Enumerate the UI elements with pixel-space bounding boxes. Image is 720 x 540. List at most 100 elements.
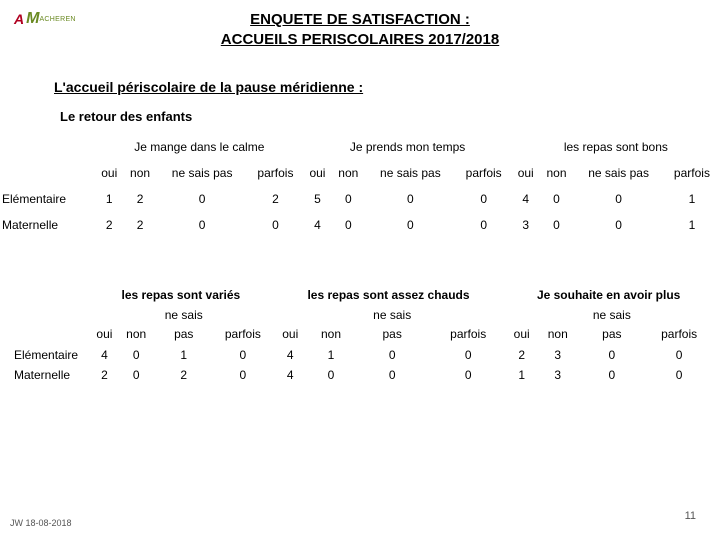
table-1-r0-c0: 1: [95, 186, 123, 212]
table-1-sh-8: oui: [512, 160, 540, 186]
table-1-group-2: les repas sont bons: [512, 134, 720, 160]
table-2-st-5: [309, 306, 353, 326]
table-2-corner: [12, 284, 90, 306]
table-1-row-1: Maternelle 2 2 0 0 4 0 0 0 3 0 0 1: [0, 212, 720, 238]
table-1-r0-c7: 0: [456, 186, 512, 212]
table-2-sb-8: oui: [505, 325, 538, 345]
table-2-group-2: Je souhaite en avoir plus: [505, 284, 712, 306]
logo-text: ACHEREN: [39, 16, 75, 23]
table-1-r1-c3: 0: [247, 212, 303, 238]
table-2-subhead-top: ne sais ne sais ne sais: [12, 306, 712, 326]
table-2-st-7: [431, 306, 505, 326]
table-2-st-1: [119, 306, 154, 326]
table-1-r1-c9: 0: [540, 212, 574, 238]
table-2-sb-1: non: [119, 325, 154, 345]
table-2-r1-c2: 2: [153, 365, 214, 385]
table-1-r1-c5: 0: [331, 212, 365, 238]
footer-date: JW 18-08-2018: [10, 518, 72, 528]
table-2-st-10: ne sais: [577, 306, 646, 326]
table-1-row-1-label: Maternelle: [0, 212, 95, 238]
logo: A M ACHEREN: [14, 8, 84, 30]
table-2-r1-c3: 0: [214, 365, 272, 385]
table-2-r1-c9: 3: [538, 365, 577, 385]
table-2-r1-c10: 0: [577, 365, 646, 385]
table-1-subhead-row: oui non ne sais pas parfois oui non ne s…: [0, 160, 720, 186]
table-1-r1-c11: 1: [664, 212, 720, 238]
table-2-sb-11: parfois: [646, 325, 712, 345]
table-2-r0-c1: 0: [119, 345, 154, 365]
table-1-r1-c8: 3: [512, 212, 540, 238]
title-line-1: ENQUETE DE SATISFACTION :: [250, 11, 470, 28]
table-1-sh-2: ne sais pas: [157, 160, 248, 186]
table-2-group-row: les repas sont variés les repas sont ass…: [12, 284, 712, 306]
table-1-r1-c6: 0: [365, 212, 456, 238]
section-heading: Le retour des enfants: [60, 109, 720, 124]
table-2-st-9: [538, 306, 577, 326]
table-1-r1-c0: 2: [95, 212, 123, 238]
table-2-r0-c11: 0: [646, 345, 712, 365]
table-1-sh-9: non: [540, 160, 574, 186]
table-2-sb-9: non: [538, 325, 577, 345]
table-1-r0-c1: 2: [123, 186, 157, 212]
table-2-row-1-label: Maternelle: [12, 365, 90, 385]
table-1-r1-c2: 0: [157, 212, 248, 238]
table-2-st-4: [272, 306, 309, 326]
table-2-group-1: les repas sont assez chauds: [272, 284, 506, 306]
table-2-subhead-bottom: oui non pas parfois oui non pas parfois …: [12, 325, 712, 345]
table-2-r0-c4: 4: [272, 345, 309, 365]
table-2-st-8: [505, 306, 538, 326]
table-2-r1-c5: 0: [309, 365, 353, 385]
table-1-sh-10: ne sais pas: [573, 160, 664, 186]
table-2-sb-6: pas: [353, 325, 431, 345]
table-1-sh-7: parfois: [456, 160, 512, 186]
table-2-r1-c6: 0: [353, 365, 431, 385]
table-2-st-2: ne sais: [153, 306, 214, 326]
table-2-r0-c0: 4: [90, 345, 119, 365]
table-1-sh-4: oui: [303, 160, 331, 186]
table-2-subbot-corner: [12, 325, 90, 345]
table-1-r0-c5: 0: [331, 186, 365, 212]
page-number: 11: [685, 510, 696, 522]
table-1-group-0: Je mange dans le calme: [95, 134, 303, 160]
table-2-r0-c7: 0: [431, 345, 505, 365]
table-2-sb-7: parfois: [431, 325, 505, 345]
table-2-st-0: [90, 306, 119, 326]
table-2-sb-3: parfois: [214, 325, 272, 345]
table-1-r1-c1: 2: [123, 212, 157, 238]
table-1-r0-c8: 4: [512, 186, 540, 212]
table-2-r1-c11: 0: [646, 365, 712, 385]
table-1-r0-c2: 0: [157, 186, 248, 212]
table-1-r0-c6: 0: [365, 186, 456, 212]
table-2-subtop-corner: [12, 306, 90, 326]
table-2-group-0: les repas sont variés: [90, 284, 272, 306]
title-line-2: ACCUEILS PERISCOLAIRES 2017/2018: [221, 31, 499, 48]
table-2-r1-c7: 0: [431, 365, 505, 385]
table-1-r1-c4: 4: [303, 212, 331, 238]
table-2-st-11: [646, 306, 712, 326]
table-1-r0-c10: 0: [573, 186, 664, 212]
table-2-row-0: Elémentaire 4 0 1 0 4 1 0 0 2 3 0 0: [12, 345, 712, 365]
table-2-sb-10: pas: [577, 325, 646, 345]
table-2-st-6: ne sais: [353, 306, 431, 326]
table-2-r0-c6: 0: [353, 345, 431, 365]
table-2-r0-c10: 0: [577, 345, 646, 365]
table-2-r1-c0: 2: [90, 365, 119, 385]
table-1-r0-c3: 2: [247, 186, 303, 212]
table-1-sh-11: parfois: [664, 160, 720, 186]
table-1-row-0: Elémentaire 1 2 0 2 5 0 0 0 4 0 0 1: [0, 186, 720, 212]
table-2-st-3: [214, 306, 272, 326]
table-2: les repas sont variés les repas sont ass…: [12, 284, 712, 386]
table-2-r1-c8: 1: [505, 365, 538, 385]
table-2-row-1: Maternelle 2 0 2 0 4 0 0 0 1 3 0 0: [12, 365, 712, 385]
table-1-sh-3: parfois: [247, 160, 303, 186]
table-2-r0-c9: 3: [538, 345, 577, 365]
table-1-sh-5: non: [331, 160, 365, 186]
logo-letter-m: M: [26, 10, 39, 28]
logo-letter-a: A: [14, 11, 24, 27]
table-1-r1-c7: 0: [456, 212, 512, 238]
table-2-row-0-label: Elémentaire: [12, 345, 90, 365]
table-2-r1-c4: 4: [272, 365, 309, 385]
page-title: ENQUETE DE SATISFACTION : ACCUEILS PERIS…: [0, 0, 720, 51]
table-2-sb-4: oui: [272, 325, 309, 345]
table-2-r0-c5: 1: [309, 345, 353, 365]
